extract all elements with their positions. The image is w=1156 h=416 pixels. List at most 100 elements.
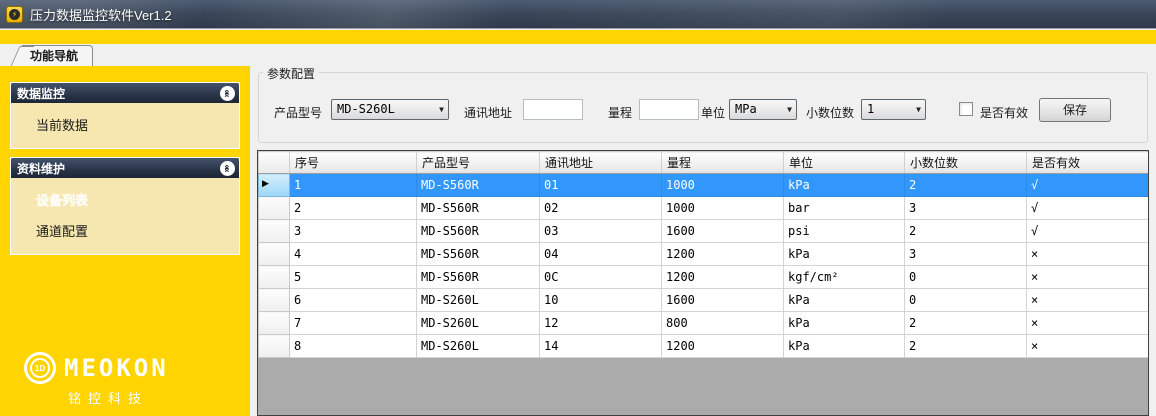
table-cell[interactable]: MD-S560R <box>416 219 540 243</box>
range-label: 量程 <box>608 106 633 120</box>
table-cell[interactable]: 1200 <box>661 334 784 358</box>
row-header[interactable] <box>258 196 290 220</box>
table-cell[interactable]: MD-S560R <box>416 265 540 289</box>
table-cell[interactable]: 1 <box>289 173 417 197</box>
table-cell[interactable]: 1600 <box>661 288 784 312</box>
table-cell[interactable]: 800 <box>661 311 784 335</box>
column-header[interactable]: 通讯地址 <box>539 151 662 174</box>
sidebar-item-channel-config[interactable]: 通道配置 <box>36 224 89 239</box>
chevron-down-icon: ▼ <box>439 105 444 114</box>
table-cell[interactable]: 3 <box>904 242 1027 266</box>
column-header[interactable]: 单位 <box>783 151 905 174</box>
product-model-value: MD-S260L <box>337 102 395 116</box>
range-input[interactable] <box>639 99 699 120</box>
table-cell[interactable]: MD-S260L <box>416 288 540 312</box>
collapse-button[interactable]: «« <box>220 160 235 176</box>
row-header[interactable]: ▶ <box>258 173 290 197</box>
table-cell[interactable]: 03 <box>539 219 662 243</box>
table-cell[interactable]: 5 <box>289 265 417 289</box>
table-cell[interactable]: 01 <box>539 173 662 197</box>
row-header[interactable] <box>258 288 290 312</box>
table-cell[interactable]: kPa <box>783 242 905 266</box>
table-cell[interactable]: √ <box>1026 196 1148 220</box>
row-header[interactable] <box>258 311 290 335</box>
section-body: 当前数据 <box>11 103 239 148</box>
product-model-select[interactable]: MD-S260L ▼ <box>331 99 449 120</box>
table-cell[interactable]: √ <box>1026 173 1148 197</box>
table-row: 6 MD-S260L 10 1600 kPa 0 × <box>258 288 1148 312</box>
table-cell[interactable]: 1000 <box>661 196 784 220</box>
save-button[interactable]: 保存 <box>1039 98 1111 122</box>
tab-function-nav[interactable]: 功能导航 <box>22 45 94 66</box>
table-cell[interactable]: 2 <box>904 311 1027 335</box>
table-cell[interactable]: kPa <box>783 173 905 197</box>
app-icon[interactable]: ⚡ <box>6 5 23 23</box>
table-cell[interactable]: psi <box>783 219 905 243</box>
column-header[interactable]: 是否有效 <box>1026 151 1148 174</box>
column-header[interactable]: 产品型号 <box>416 151 540 174</box>
section-title: 资料维护 <box>17 161 66 176</box>
table-cell[interactable]: 8 <box>289 334 417 358</box>
comm-address-input[interactable] <box>523 99 583 120</box>
row-header[interactable] <box>258 265 290 289</box>
column-header[interactable]: 小数位数 <box>904 151 1027 174</box>
grid-corner-cell[interactable] <box>258 151 290 174</box>
table-cell[interactable]: kPa <box>783 334 905 358</box>
table-cell[interactable]: √ <box>1026 219 1148 243</box>
table-cell[interactable]: MD-S260L <box>416 334 540 358</box>
decimals-select[interactable]: 1 ▼ <box>861 99 926 120</box>
table-cell[interactable]: 04 <box>539 242 662 266</box>
table-cell[interactable]: kgf/cm² <box>783 265 905 289</box>
table-cell[interactable]: 1000 <box>661 173 784 197</box>
row-header[interactable] <box>258 219 290 243</box>
table-cell[interactable]: 12 <box>539 311 662 335</box>
section-header-data-maintain[interactable]: 资料维护 «« <box>11 158 239 178</box>
table-cell[interactable]: 3 <box>904 196 1027 220</box>
table-cell[interactable]: 2 <box>904 334 1027 358</box>
sidebar-item-current-data[interactable]: 当前数据 <box>36 118 89 133</box>
row-header[interactable] <box>258 242 290 266</box>
grid-header-row: 序号 产品型号 通讯地址 量程 单位 小数位数 是否有效 <box>258 151 1148 174</box>
table-cell[interactable]: × <box>1026 265 1148 289</box>
table-cell[interactable]: 0 <box>904 265 1027 289</box>
table-cell[interactable]: 2 <box>904 173 1027 197</box>
table-row: ▶ 1 MD-S560R 01 1000 kPa 2 √ <box>258 173 1148 197</box>
title-bar[interactable]: ⚡ 压力数据监控软件Ver1.2 <box>0 0 1156 29</box>
table-cell[interactable]: × <box>1026 288 1148 312</box>
table-cell[interactable]: MD-S560R <box>416 242 540 266</box>
table-cell[interactable]: 10 <box>539 288 662 312</box>
table-cell[interactable]: 14 <box>539 334 662 358</box>
column-header[interactable]: 量程 <box>661 151 784 174</box>
table-cell[interactable]: 7 <box>289 311 417 335</box>
sidebar-item-device-list[interactable]: 设备列表 <box>36 193 89 208</box>
table-cell[interactable]: 1200 <box>661 265 784 289</box>
table-cell[interactable]: × <box>1026 334 1148 358</box>
table-cell[interactable]: 1200 <box>661 242 784 266</box>
chevron-up-icon: «« <box>222 88 233 96</box>
brand-name: MEOKON <box>64 354 169 382</box>
table-cell[interactable]: kPa <box>783 288 905 312</box>
table-cell[interactable]: MD-S560R <box>416 173 540 197</box>
table-cell[interactable]: 6 <box>289 288 417 312</box>
table-cell[interactable]: bar <box>783 196 905 220</box>
chevron-down-icon: ▼ <box>916 105 921 114</box>
valid-checkbox[interactable] <box>959 102 973 116</box>
unit-select[interactable]: MPa ▼ <box>729 99 797 120</box>
table-cell[interactable]: kPa <box>783 311 905 335</box>
table-cell[interactable]: 3 <box>289 219 417 243</box>
table-cell[interactable]: MD-S260L <box>416 311 540 335</box>
table-cell[interactable]: 0 <box>904 288 1027 312</box>
table-cell[interactable]: 2 <box>289 196 417 220</box>
table-cell[interactable]: 2 <box>904 219 1027 243</box>
section-header-data-monitor[interactable]: 数据监控 «« <box>11 83 239 103</box>
table-cell[interactable]: 1600 <box>661 219 784 243</box>
table-cell[interactable]: 0C <box>539 265 662 289</box>
row-header[interactable] <box>258 334 290 358</box>
table-cell[interactable]: 02 <box>539 196 662 220</box>
table-cell[interactable]: MD-S560R <box>416 196 540 220</box>
table-cell[interactable]: × <box>1026 242 1148 266</box>
column-header[interactable]: 序号 <box>289 151 417 174</box>
table-cell[interactable]: 4 <box>289 242 417 266</box>
collapse-button[interactable]: «« <box>220 85 235 101</box>
table-cell[interactable]: × <box>1026 311 1148 335</box>
